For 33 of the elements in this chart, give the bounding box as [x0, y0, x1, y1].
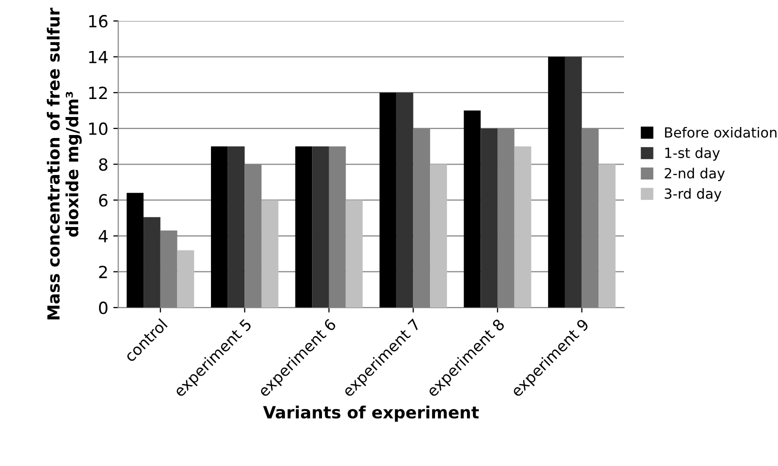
y-tick-label: 8 [99, 158, 108, 171]
bar [430, 164, 447, 308]
bar [464, 110, 481, 308]
bar [396, 92, 414, 308]
y-tick-label: 10 [89, 122, 108, 136]
y-tick-label: 12 [89, 86, 107, 99]
bar [295, 146, 312, 308]
y-tick-label: 16 [89, 14, 108, 28]
bar [228, 146, 245, 308]
y-tick-label: 2 [99, 266, 107, 278]
bar [210, 146, 228, 308]
bar [514, 146, 532, 308]
bar [380, 92, 396, 308]
bar [480, 128, 498, 308]
bar [598, 164, 616, 308]
y-tick-label: 6 [99, 194, 108, 207]
bar [144, 217, 160, 308]
bar [346, 200, 363, 308]
y-axis-title: Mass concentration of free sulfur dioxide mg/dm³ [46, 8, 82, 320]
bar [564, 56, 582, 308]
legend-label: 3-rd day [664, 188, 722, 202]
y-tick-label: 4 [98, 230, 108, 242]
y-tick-label: 14 [89, 50, 108, 64]
y-tick-label: 0 [99, 302, 108, 314]
legend-label: Before oxidation [665, 126, 776, 138]
bar [262, 200, 278, 308]
legend-label: 1-st day [665, 147, 720, 161]
bar [312, 146, 329, 308]
x-axis-title: Variants of experiment [263, 406, 479, 422]
bar [126, 192, 144, 308]
legend-label: 2-nd day [664, 168, 725, 182]
bar [548, 56, 565, 308]
bar [177, 250, 194, 308]
